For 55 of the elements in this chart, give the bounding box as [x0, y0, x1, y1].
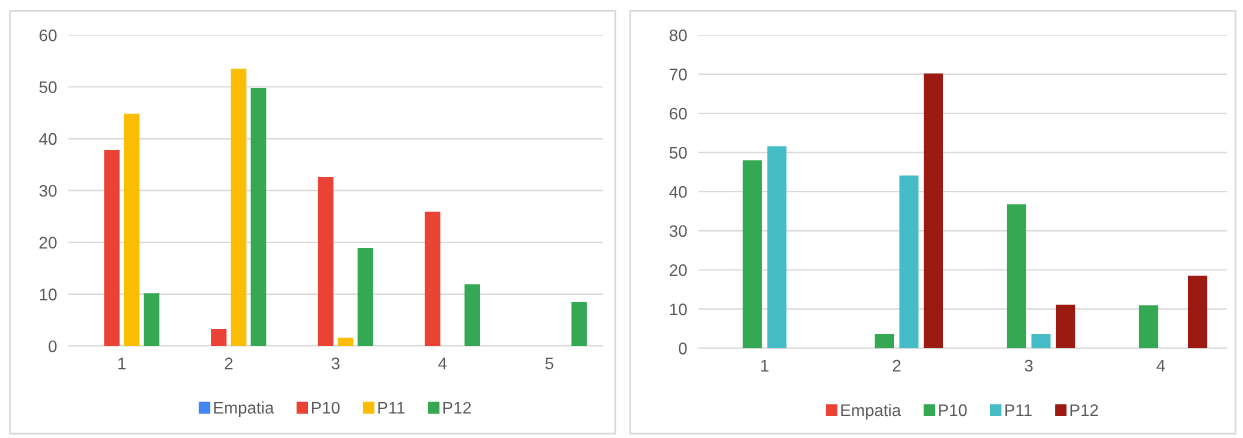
x-tick-label: 2 — [224, 357, 233, 370]
x-tick-label: 4 — [1156, 359, 1165, 372]
bar — [923, 73, 944, 349]
x-tick-label: 2 — [892, 359, 901, 372]
y-tick-label: 70 — [669, 68, 687, 81]
bar — [742, 160, 762, 349]
y-tick-label: 40 — [39, 133, 57, 145]
legend-label: P10 — [312, 401, 340, 414]
bar — [357, 248, 374, 347]
legend-label: P11 — [1005, 404, 1032, 416]
y-tick-label: 60 — [39, 29, 57, 42]
bar — [767, 146, 787, 349]
bar — [317, 177, 334, 347]
legend-label: P12 — [1070, 404, 1098, 416]
bar — [874, 334, 894, 349]
y-tick-label: 0 — [678, 342, 687, 355]
y-tick-label: 60 — [669, 107, 687, 120]
y-tick-label: 50 — [669, 146, 687, 159]
bar — [571, 301, 587, 347]
bar — [211, 328, 227, 347]
bar — [337, 337, 354, 347]
y-tick-label: 30 — [39, 184, 57, 197]
legend-label: P12 — [443, 401, 471, 414]
bar — [1055, 304, 1076, 349]
bar — [1188, 275, 1208, 349]
y-tick-label: 30 — [669, 225, 687, 237]
y-tick-label: 10 — [670, 303, 687, 316]
bar — [123, 113, 140, 347]
y-tick-label: 10 — [39, 288, 57, 301]
legend-label: P10 — [939, 404, 967, 417]
x-tick-label: 3 — [1024, 359, 1033, 372]
legend-label: P11 — [378, 402, 405, 414]
y-tick-label: 80 — [669, 29, 687, 42]
y-tick-label: 40 — [669, 186, 687, 198]
x-tick-label: 5 — [545, 357, 554, 370]
bar — [1031, 334, 1051, 349]
bar — [1138, 305, 1159, 349]
legend-label: Empatia — [214, 401, 274, 417]
bar — [899, 175, 919, 349]
bar — [424, 211, 441, 347]
x-tick-label: 1 — [118, 357, 126, 370]
bar — [1006, 204, 1027, 349]
legend-label: Empatia — [841, 403, 902, 420]
bar — [230, 68, 247, 347]
x-tick-label: 1 — [761, 359, 769, 372]
y-tick-label: 20 — [39, 236, 57, 249]
bar — [143, 293, 160, 347]
x-tick-label: 3 — [331, 357, 340, 370]
x-tick-label: 4 — [438, 357, 447, 370]
y-tick-label: 50 — [39, 81, 57, 94]
y-tick-label: 20 — [669, 264, 687, 277]
bar — [104, 150, 120, 347]
y-tick-label: 0 — [48, 340, 57, 353]
bar — [250, 87, 267, 347]
bar — [464, 284, 481, 347]
